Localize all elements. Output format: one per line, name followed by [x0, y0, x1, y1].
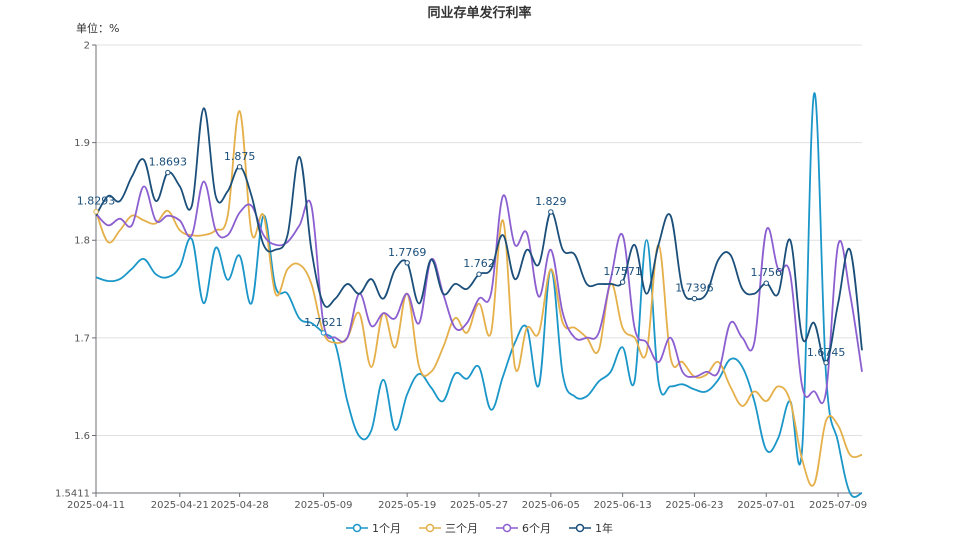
x-tick-label: 2025-05-27	[450, 500, 508, 511]
series-line-1	[95, 92, 863, 498]
legend: 1个月 三个月 6个月 1年	[0, 520, 959, 536]
data-label: 1.7396	[675, 282, 714, 295]
data-label: 1.7769	[388, 246, 427, 259]
y-tick-label: 1.9	[74, 138, 90, 149]
data-label: 1.829	[535, 195, 567, 208]
x-tick-label: 2025-07-09	[809, 500, 867, 511]
data-point	[691, 295, 698, 302]
legend-marker-icon	[496, 523, 518, 533]
data-label: 1.6745	[807, 346, 846, 359]
data-label: 1.7571	[603, 265, 642, 278]
x-tick-label: 2025-06-05	[522, 500, 580, 511]
data-label: 1.756	[751, 266, 783, 279]
data-point	[548, 209, 554, 215]
legend-marker-icon	[569, 523, 591, 533]
data-point	[236, 164, 243, 170]
data-point	[763, 280, 769, 286]
x-tick-label: 2025-06-23	[665, 500, 723, 511]
unit-label: 单位：%	[76, 22, 120, 35]
data-point	[404, 260, 410, 266]
series-line-3	[95, 180, 863, 405]
x-tick-label: 2025-05-09	[294, 500, 352, 511]
x-tick-label: 2025-05-19	[378, 500, 436, 511]
data-label: 1.762	[463, 257, 495, 270]
data-label: 1.7621	[304, 316, 343, 329]
y-tick-label: 1.6	[74, 431, 90, 442]
chart-title: 同业存单发行利率	[427, 6, 532, 21]
legend-marker-icon	[346, 523, 368, 533]
data-label: 1.875	[224, 150, 256, 163]
y-tick-label: 2	[84, 41, 90, 52]
data-point	[619, 279, 626, 285]
data-point	[320, 330, 327, 336]
x-tick-label: 2025-06-13	[594, 500, 652, 511]
legend-label: 三个月	[445, 522, 478, 535]
data-point	[476, 271, 482, 277]
y-tick-label: 1.8	[74, 236, 90, 247]
legend-item-3m[interactable]: 三个月	[419, 520, 478, 536]
data-point	[93, 208, 99, 215]
series-line-2	[95, 110, 863, 487]
legend-label: 1个月	[372, 522, 401, 535]
legend-marker-icon	[419, 523, 441, 533]
legend-label: 1年	[595, 522, 613, 535]
data-label: 1.8693	[149, 156, 188, 169]
legend-item-6m[interactable]: 6个月	[496, 520, 551, 536]
y-tick-label: 1.5411	[55, 489, 90, 500]
data-point	[165, 169, 171, 176]
data-label: 1.8293	[77, 195, 116, 208]
series-line-4	[95, 107, 863, 364]
legend-label: 6个月	[522, 522, 551, 535]
y-tick-label: 1.7	[74, 333, 90, 344]
x-tick-label: 2025-04-28	[211, 500, 269, 511]
data-point	[823, 360, 829, 366]
x-tick-label: 2025-04-11	[67, 500, 125, 511]
x-tick-label: 2025-04-21	[151, 500, 209, 511]
x-tick-label: 2025-07-01	[737, 500, 795, 511]
legend-item-1m[interactable]: 1个月	[346, 520, 401, 536]
legend-item-1y[interactable]: 1年	[569, 520, 613, 536]
